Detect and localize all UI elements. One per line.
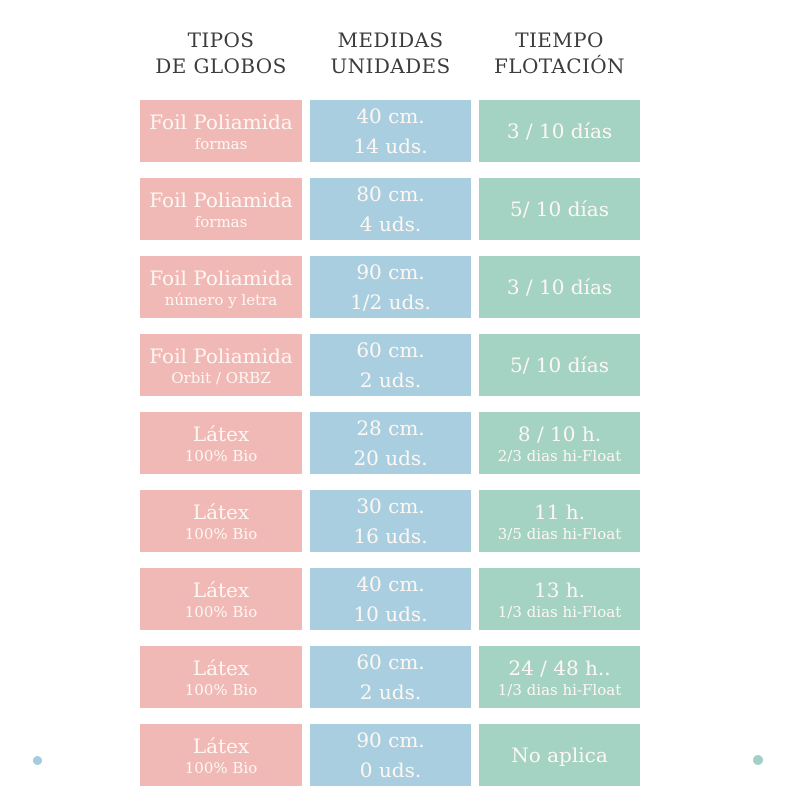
tiempo-cell: 3 / 10 días [479,100,640,162]
tiempo-cell: 8 / 10 h. 2/3 dias hi-Float [479,412,640,474]
tipo-sublabel: número y letra [164,290,278,309]
tipo-cell: Foil Poliamida número y letra [140,256,302,318]
decorative-dot-blue [33,756,42,765]
tiempo-cell: No aplica [479,724,640,786]
tiempo-subvalue: 3/5 dias hi-Float [497,524,622,543]
tiempo-cell: 11 h. 3/5 dias hi-Float [479,490,640,552]
unidades-value: 4 uds. [359,212,422,236]
tipo-sublabel: formas [194,212,248,231]
unidades-value: 14 uds. [353,134,428,158]
tipo-cell: Foil Poliamida formas [140,178,302,240]
decorative-dot-teal [753,755,763,765]
header-medidas-unidades: MEDIDAS UNIDADES [310,27,471,80]
tiempo-value: 3 / 10 días [506,119,613,143]
tiempo-cell: 3 / 10 días [479,256,640,318]
tipo-label: Látex [192,733,250,758]
unidades-value: 1/2 uds. [350,290,431,314]
tipo-cell: Foil Poliamida formas [140,100,302,162]
tipo-label: Foil Poliamida [149,109,293,134]
medida-value: 80 cm. [356,182,425,206]
tiempo-subvalue: 2/3 dias hi-Float [497,446,622,465]
unidades-value: 2 uds. [359,368,422,392]
tiempo-value: 8 / 10 h. [517,421,602,446]
medida-value: 90 cm. [356,728,425,752]
unidades-value: 16 uds. [353,524,428,548]
tiempo-value: 3 / 10 días [506,275,613,299]
tipo-cell: Látex 100% Bio [140,412,302,474]
unidades-value: 10 uds. [353,602,428,626]
tiempo-value: 11 h. [533,499,586,524]
medida-value: 40 cm. [356,104,425,128]
tiempo-cell: 5/ 10 días [479,334,640,396]
unidades-value: 2 uds. [359,680,422,704]
medida-cell: 60 cm. 2 uds. [310,334,471,396]
tipo-cell: Foil Poliamida Orbit / ORBZ [140,334,302,396]
tipo-label: Látex [192,655,250,680]
header-line: DE GLOBOS [155,54,287,79]
tipo-sublabel: Orbit / ORBZ [171,368,271,387]
tipo-sublabel: 100% Bio [184,680,258,699]
tiempo-value: 13 h. [533,577,586,602]
tipo-label: Foil Poliamida [149,265,293,290]
medida-value: 60 cm. [356,650,425,674]
medida-cell: 40 cm. 14 uds. [310,100,471,162]
tipo-sublabel: 100% Bio [184,758,258,777]
medida-value: 28 cm. [356,416,425,440]
medida-value: 40 cm. [356,572,425,596]
tiempo-subvalue: 1/3 dias hi-Float [497,680,622,699]
medida-cell: 30 cm. 16 uds. [310,490,471,552]
medida-cell: 28 cm. 20 uds. [310,412,471,474]
tipo-label: Látex [192,499,250,524]
tipo-label: Foil Poliamida [149,343,293,368]
tipo-sublabel: formas [194,134,248,153]
header-line: MEDIDAS [337,28,444,52]
tiempo-cell: 24 / 48 h.. 1/3 dias hi-Float [479,646,640,708]
tipo-label: Látex [192,421,250,446]
tipo-cell: Látex 100% Bio [140,724,302,786]
tiempo-cell: 13 h. 1/3 dias hi-Float [479,568,640,630]
unidades-value: 20 uds. [353,446,428,470]
tipo-label: Foil Poliamida [149,187,293,212]
tipo-sublabel: 100% Bio [184,602,258,621]
tiempo-subvalue: 1/3 dias hi-Float [497,602,622,621]
header-line: UNIDADES [330,54,451,79]
header-tipos-de-globos: TIPOS DE GLOBOS [140,27,302,80]
tipo-cell: Látex 100% Bio [140,490,302,552]
header-line: TIPOS [187,28,255,52]
medida-cell: 90 cm. 1/2 uds. [310,256,471,318]
medida-value: 30 cm. [356,494,425,518]
tiempo-cell: 5/ 10 días [479,178,640,240]
unidades-value: 0 uds. [359,758,422,782]
tipo-cell: Látex 100% Bio [140,646,302,708]
medida-cell: 60 cm. 2 uds. [310,646,471,708]
medida-value: 90 cm. [356,260,425,284]
tipo-sublabel: 100% Bio [184,524,258,543]
tiempo-value: No aplica [511,743,608,767]
tiempo-value: 24 / 48 h.. [508,655,611,680]
medida-cell: 90 cm. 0 uds. [310,724,471,786]
header-line: TIEMPO [515,28,604,52]
table-grid: Foil Poliamida formas 40 cm. 14 uds. 3 /… [140,100,640,786]
tiempo-value: 5/ 10 días [509,353,609,377]
tiempo-value: 5/ 10 días [509,197,609,221]
tipo-sublabel: 100% Bio [184,446,258,465]
header-tiempo-flotacion: TIEMPO FLOTACIÓN [479,27,640,80]
medida-cell: 80 cm. 4 uds. [310,178,471,240]
medida-value: 60 cm. [356,338,425,362]
medida-cell: 40 cm. 10 uds. [310,568,471,630]
header-line: FLOTACIÓN [494,54,625,79]
tipo-cell: Látex 100% Bio [140,568,302,630]
column-headers: TIPOS DE GLOBOS MEDIDAS UNIDADES TIEMPO … [140,27,640,80]
tipo-label: Látex [192,577,250,602]
